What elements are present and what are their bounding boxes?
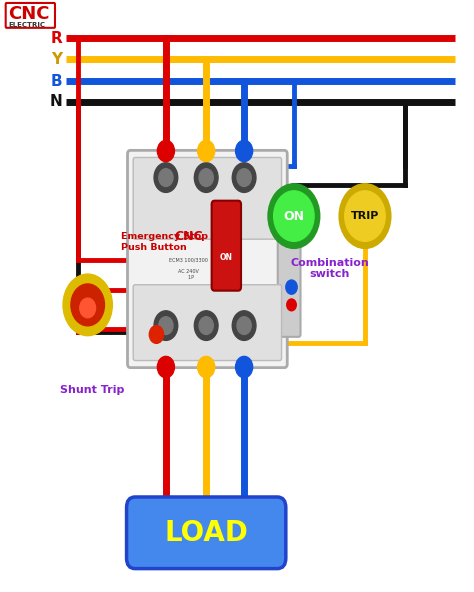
Text: Combination
switch: Combination switch (290, 258, 369, 279)
Circle shape (71, 284, 104, 326)
FancyBboxPatch shape (211, 201, 241, 291)
Text: TRIP: TRIP (351, 211, 379, 221)
Text: ON: ON (220, 253, 233, 262)
Text: CNC: CNC (174, 230, 203, 243)
Circle shape (345, 191, 385, 242)
Circle shape (268, 184, 320, 249)
Text: LOAD: LOAD (164, 519, 248, 547)
Circle shape (232, 311, 256, 340)
Circle shape (236, 356, 253, 378)
Text: ELECTRIC: ELECTRIC (9, 22, 46, 28)
Circle shape (198, 356, 215, 378)
FancyBboxPatch shape (133, 157, 282, 239)
Circle shape (159, 169, 173, 186)
Circle shape (339, 184, 391, 249)
Circle shape (198, 140, 215, 162)
Circle shape (286, 280, 297, 294)
Text: ECM3 100/3300
                
AC 240V
    1P: ECM3 100/3300 AC 240V 1P (169, 258, 208, 280)
Circle shape (273, 191, 314, 242)
Text: B: B (51, 73, 63, 89)
FancyBboxPatch shape (127, 497, 286, 568)
Circle shape (237, 169, 251, 186)
Text: N: N (50, 94, 63, 110)
Circle shape (199, 169, 213, 186)
Circle shape (157, 356, 174, 378)
Circle shape (287, 299, 296, 311)
Circle shape (232, 163, 256, 192)
Text: CNC: CNC (9, 5, 50, 22)
Text: Y: Y (52, 52, 63, 67)
Text: Emergency Stop
Push Button: Emergency Stop Push Button (121, 232, 208, 252)
Text: Shunt Trip: Shunt Trip (60, 385, 125, 395)
Circle shape (194, 163, 218, 192)
FancyBboxPatch shape (278, 211, 301, 337)
Circle shape (157, 140, 174, 162)
Circle shape (149, 326, 164, 343)
Circle shape (237, 317, 251, 334)
Circle shape (154, 311, 178, 340)
Circle shape (159, 317, 173, 334)
Circle shape (63, 274, 112, 336)
Circle shape (154, 163, 178, 192)
Circle shape (194, 311, 218, 340)
Circle shape (80, 298, 96, 318)
Circle shape (236, 140, 253, 162)
FancyBboxPatch shape (133, 285, 282, 361)
Circle shape (199, 317, 213, 334)
Text: R: R (51, 31, 63, 46)
Text: ON: ON (283, 210, 304, 223)
FancyBboxPatch shape (128, 150, 287, 368)
